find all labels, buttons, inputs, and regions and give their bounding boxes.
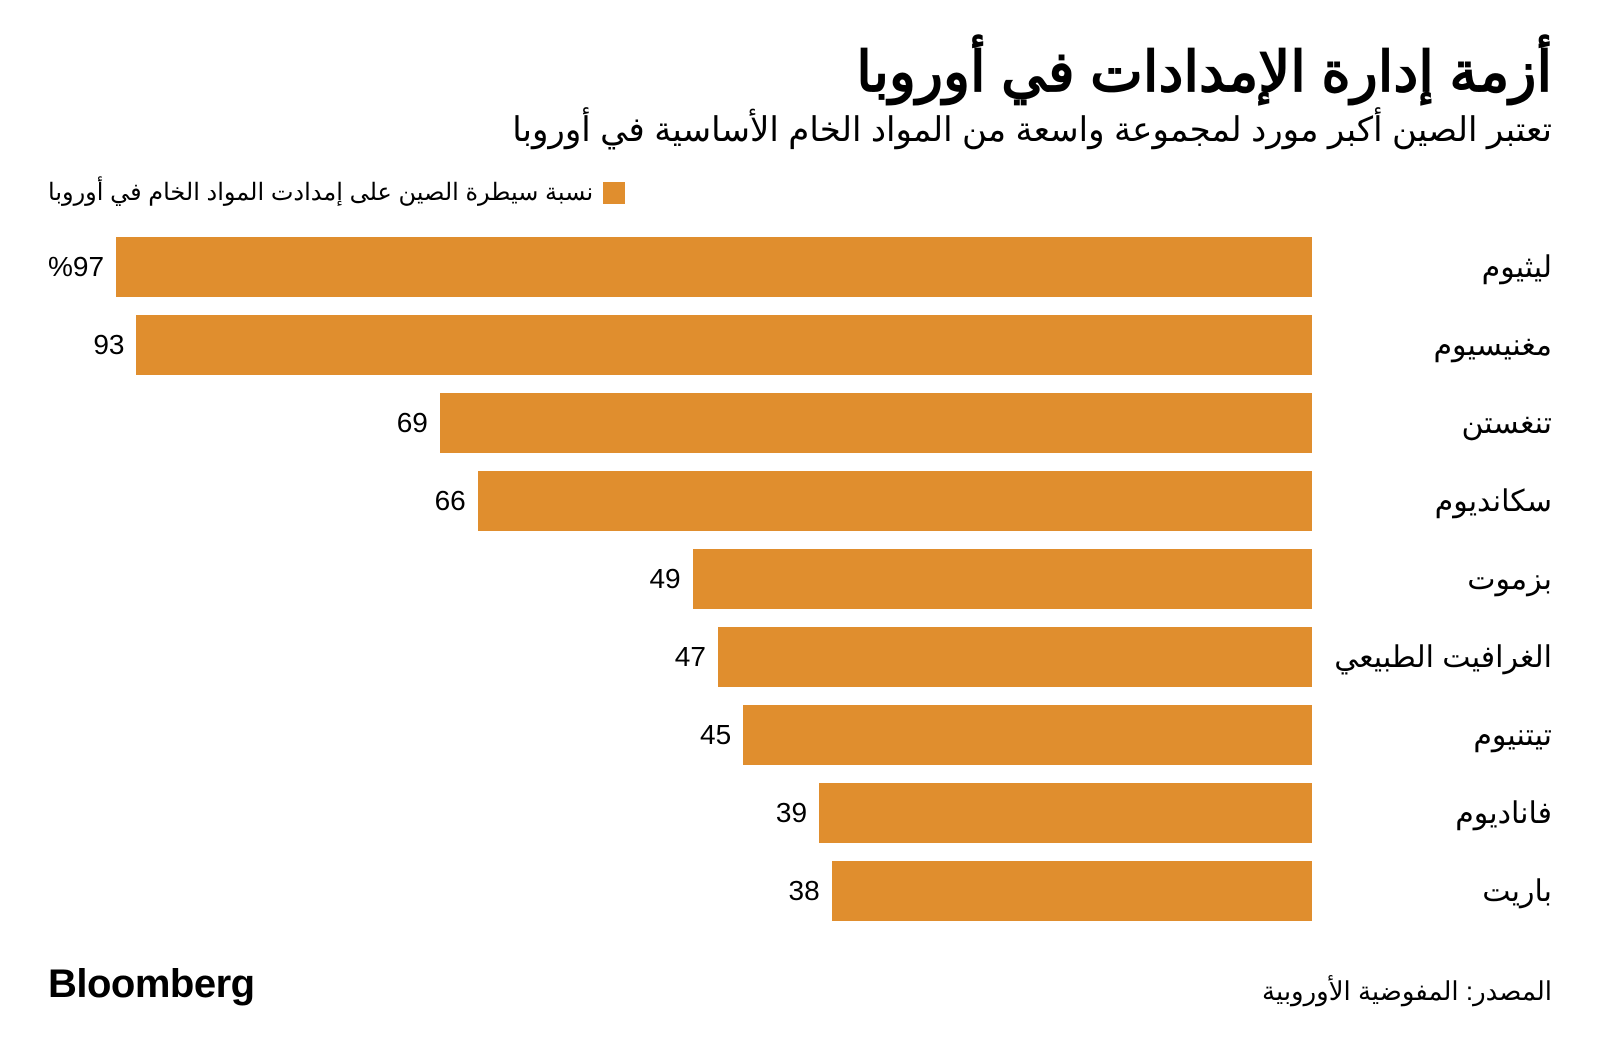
value-label: 69	[397, 407, 428, 439]
table-row: سكانديوم 66	[48, 471, 1552, 531]
bar-track: 38	[48, 861, 1312, 921]
value-label: %97	[48, 251, 104, 283]
category-label: باريت	[1312, 874, 1552, 909]
bar	[819, 783, 1312, 843]
value-label: 47	[675, 641, 706, 673]
bar-track: 49	[48, 549, 1312, 609]
bar-track: 45	[48, 705, 1312, 765]
bar	[832, 861, 1312, 921]
bar	[693, 549, 1312, 609]
category-label: بزموت	[1312, 562, 1552, 597]
value-label: 49	[649, 563, 680, 595]
bar	[136, 315, 1312, 375]
brand-logo: Bloomberg	[48, 962, 255, 1007]
bar	[440, 393, 1312, 453]
bar	[743, 705, 1312, 765]
value-label: 38	[789, 875, 820, 907]
bar	[478, 471, 1312, 531]
bar-track: 69	[48, 393, 1312, 453]
table-row: فاناديوم 39	[48, 783, 1552, 843]
category-label: سكانديوم	[1312, 484, 1552, 519]
category-label: ليثيوم	[1312, 250, 1552, 285]
bar-track: 47	[48, 627, 1312, 687]
category-label: تيتنيوم	[1312, 718, 1552, 753]
chart-subtitle: تعتبر الصين أكبر مورد لمجموعة واسعة من ا…	[48, 110, 1552, 150]
value-label: 45	[700, 719, 731, 751]
table-row: بزموت 49	[48, 549, 1552, 609]
legend-label: نسبة سيطرة الصين على إمدادت المواد الخام…	[48, 178, 593, 207]
category-label: الغرافيت الطبيعي	[1312, 640, 1552, 675]
source-text: المصدر: المفوضية الأوروبية	[1262, 976, 1552, 1007]
table-row: تنغستن 69	[48, 393, 1552, 453]
chart-title: أزمة إدارة الإمدادات في أوروبا	[48, 40, 1552, 104]
bar	[718, 627, 1312, 687]
table-row: ليثيوم %97	[48, 237, 1552, 297]
table-row: الغرافيت الطبيعي 47	[48, 627, 1552, 687]
bar-track: 93	[48, 315, 1312, 375]
value-label: 39	[776, 797, 807, 829]
category-label: فاناديوم	[1312, 796, 1552, 831]
bar-track: 39	[48, 783, 1312, 843]
category-label: تنغستن	[1312, 406, 1552, 441]
bar-track: 66	[48, 471, 1312, 531]
legend: نسبة سيطرة الصين على إمدادت المواد الخام…	[48, 178, 1552, 207]
value-label: 66	[435, 485, 466, 517]
bar	[116, 237, 1312, 297]
table-row: مغنيسيوم 93	[48, 315, 1552, 375]
legend-swatch	[603, 182, 625, 204]
bar-chart: ليثيوم %97 مغنيسيوم 93 تنغستن 69 سكانديوم 66 بزم…	[48, 237, 1552, 921]
category-label: مغنيسيوم	[1312, 328, 1552, 363]
table-row: باريت 38	[48, 861, 1552, 921]
bar-track: %97	[48, 237, 1312, 297]
table-row: تيتنيوم 45	[48, 705, 1552, 765]
value-label: 93	[93, 329, 124, 361]
